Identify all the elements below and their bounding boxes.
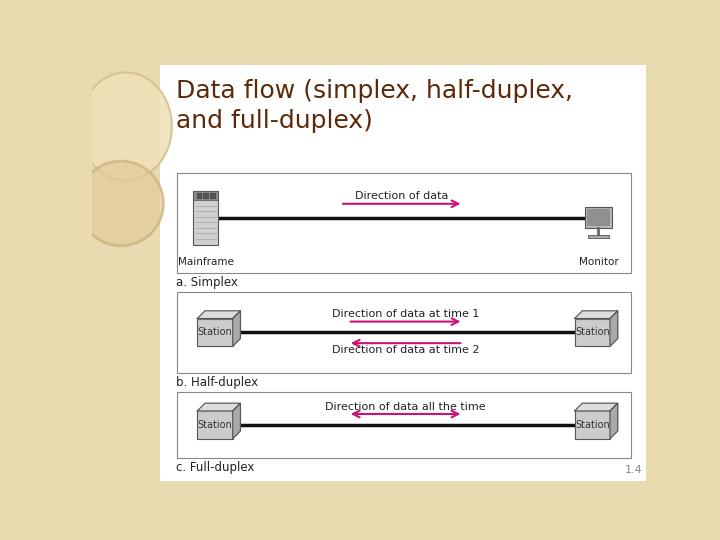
Text: Direction of data: Direction of data xyxy=(355,191,449,201)
Text: b. Half-duplex: b. Half-duplex xyxy=(176,376,258,389)
Text: Station: Station xyxy=(197,420,233,430)
FancyBboxPatch shape xyxy=(176,292,631,373)
Text: Mainframe: Mainframe xyxy=(178,256,234,267)
Text: Station: Station xyxy=(575,327,610,338)
Ellipse shape xyxy=(78,161,163,246)
Text: Direction of data at time 2: Direction of data at time 2 xyxy=(332,346,480,355)
Text: Data flow (simplex, half-duplex,: Data flow (simplex, half-duplex, xyxy=(176,79,574,103)
FancyBboxPatch shape xyxy=(210,193,215,198)
FancyBboxPatch shape xyxy=(585,207,612,228)
Polygon shape xyxy=(197,403,240,411)
Polygon shape xyxy=(233,403,240,438)
Text: and full-duplex): and full-duplex) xyxy=(176,110,374,133)
FancyBboxPatch shape xyxy=(588,234,609,239)
Text: Station: Station xyxy=(575,420,610,430)
Text: Monitor: Monitor xyxy=(579,256,618,267)
FancyBboxPatch shape xyxy=(197,319,233,346)
FancyBboxPatch shape xyxy=(197,411,233,438)
FancyBboxPatch shape xyxy=(160,65,647,481)
FancyBboxPatch shape xyxy=(204,193,208,198)
FancyBboxPatch shape xyxy=(575,319,610,346)
Text: c. Full-duplex: c. Full-duplex xyxy=(176,461,255,474)
Polygon shape xyxy=(575,403,618,411)
FancyBboxPatch shape xyxy=(176,392,631,457)
Ellipse shape xyxy=(79,72,172,180)
Text: Direction of data at time 1: Direction of data at time 1 xyxy=(332,309,480,319)
Text: Station: Station xyxy=(197,327,233,338)
Text: 1.4: 1.4 xyxy=(625,465,642,475)
Polygon shape xyxy=(610,311,618,346)
Polygon shape xyxy=(610,403,618,438)
Text: a. Simplex: a. Simplex xyxy=(176,276,238,289)
Text: Direction of data all the time: Direction of data all the time xyxy=(325,402,486,411)
FancyBboxPatch shape xyxy=(176,173,631,273)
FancyBboxPatch shape xyxy=(575,411,610,438)
Polygon shape xyxy=(233,311,240,346)
FancyBboxPatch shape xyxy=(194,191,218,200)
FancyBboxPatch shape xyxy=(194,191,218,245)
FancyBboxPatch shape xyxy=(197,193,201,198)
FancyBboxPatch shape xyxy=(587,209,610,226)
Polygon shape xyxy=(575,311,618,319)
Polygon shape xyxy=(197,311,240,319)
